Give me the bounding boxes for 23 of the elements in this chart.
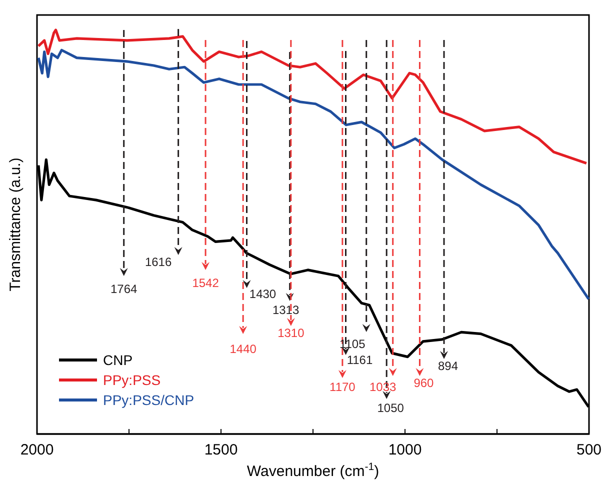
legend-label: 1105 bbox=[339, 337, 366, 352]
text: CNP bbox=[103, 352, 133, 368]
ref-line-label: 1764 bbox=[110, 282, 138, 296]
legend-label: 1616 bbox=[144, 255, 172, 270]
x-tick-label: 1000 bbox=[388, 442, 422, 459]
ref-line-label: 1050 bbox=[377, 401, 404, 416]
legend-label: 1161 bbox=[346, 353, 373, 368]
ref-line-label: 1542 bbox=[192, 276, 220, 290]
text: PPy:PSS bbox=[103, 372, 161, 388]
y-axis-title: Transmittance (a.u.) bbox=[7, 158, 24, 292]
ref-line-label: 894 bbox=[438, 359, 458, 374]
ref-line-label: 1170 bbox=[330, 380, 356, 394]
text: PPy:PSS/CNP bbox=[103, 392, 194, 408]
x-axis-title: Wavenumber (cm$^{-1}$) bbox=[246, 461, 380, 480]
x-tick-label: 500 bbox=[576, 442, 602, 459]
legend-label: 1430 bbox=[249, 287, 276, 302]
ref-line-label: 960 bbox=[414, 376, 434, 390]
ref-line-label: 1033 bbox=[370, 380, 397, 394]
ref-line-label: 1310 bbox=[278, 326, 305, 340]
x-tick-label: 2000 bbox=[20, 442, 54, 459]
ref-line-label: 1313 bbox=[272, 303, 300, 318]
ref-line-label: 1440 bbox=[230, 342, 257, 356]
x-tick-label: 1500 bbox=[204, 442, 238, 459]
